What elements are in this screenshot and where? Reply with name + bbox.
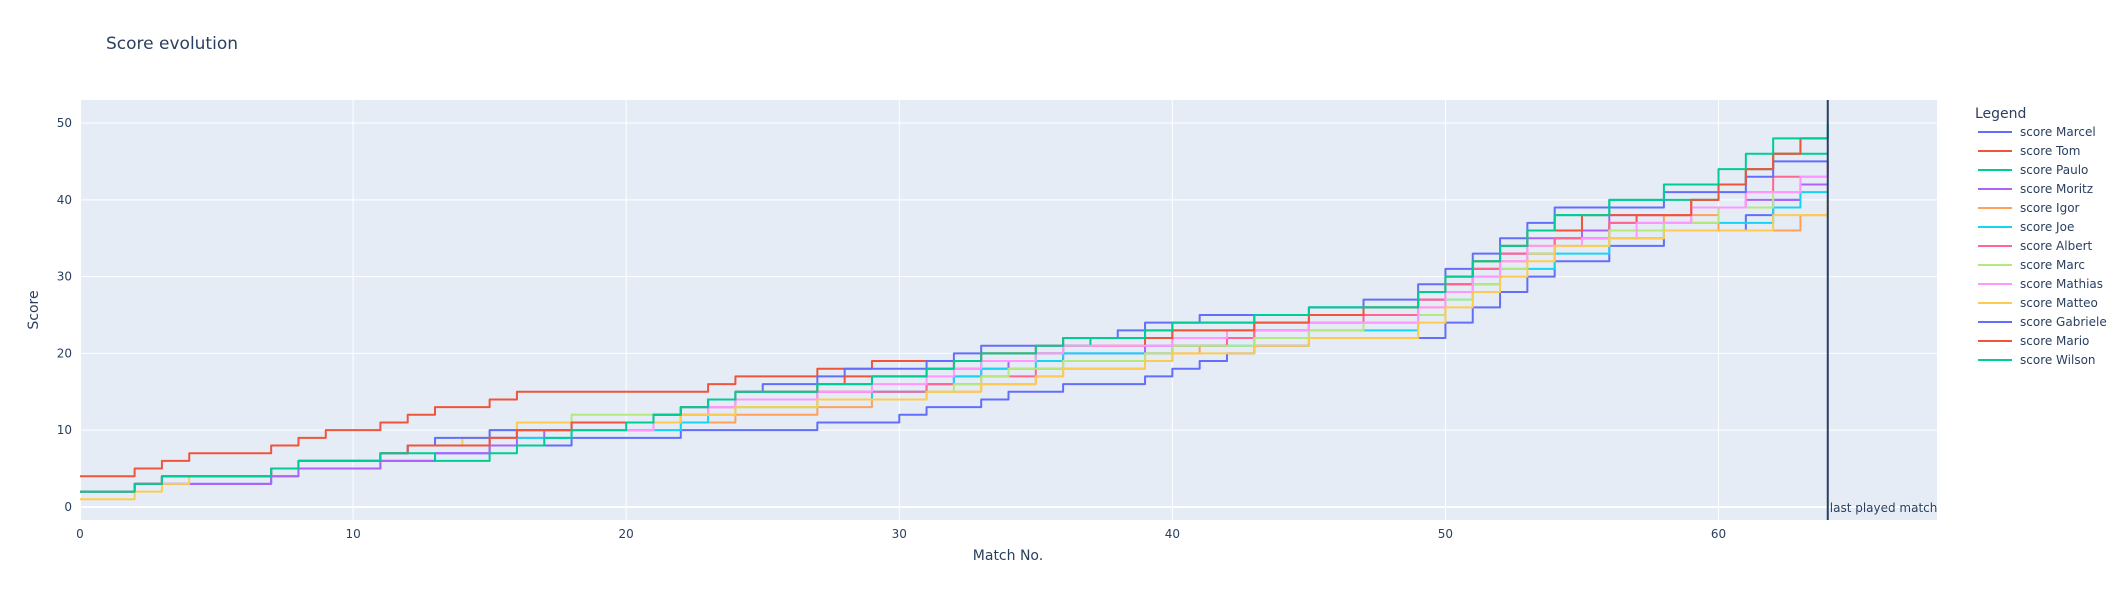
legend-item: score Joe [1978, 220, 2074, 234]
legend-label: score Mario [2020, 334, 2089, 348]
legend-item: score Igor [1978, 201, 2080, 215]
legend-item: score Paulo [1978, 163, 2088, 177]
legend-label: score Matteo [2020, 296, 2098, 310]
legend-item: score Marc [1978, 258, 2085, 272]
legend-label: score Joe [2020, 220, 2074, 234]
x-tick-label: 10 [345, 527, 360, 541]
legend-label: score Gabriele [2020, 315, 2107, 329]
y-tick-label: 50 [57, 116, 72, 130]
y-axis-title: Score [26, 290, 42, 329]
legend-label: score Mathias [2020, 277, 2103, 291]
series-lines [80, 123, 1829, 501]
x-tick-label: 40 [1165, 527, 1180, 541]
legend-item: score Mario [1978, 334, 2089, 348]
legend-label: score Tom [2020, 144, 2080, 158]
x-tick-label: 30 [892, 527, 907, 541]
legend-item: score Moritz [1978, 182, 2093, 196]
x-tick-label: 50 [1438, 527, 1453, 541]
legend-item: score Matteo [1978, 296, 2098, 310]
legend-label: score Wilson [2020, 353, 2096, 367]
x-axis-title: Match No. [973, 548, 1043, 564]
y-tick-labels: 0 10 20 30 40 50 [57, 116, 72, 514]
legend-title: Legend [1975, 106, 2026, 122]
last-played-match-label: last played match [1830, 501, 1938, 515]
legend-item: score Marcel [1978, 125, 2096, 139]
y-tick-label: 20 [57, 346, 72, 360]
x-tick-label: 60 [1711, 527, 1726, 541]
series-line [80, 123, 1829, 493]
legend-item: score Wilson [1978, 353, 2096, 367]
legend-label: score Marc [2020, 258, 2085, 272]
legend: Legend score Marcel score Tom score Paulo s… [1975, 106, 2107, 367]
legend-item: score Tom [1978, 144, 2080, 158]
y-tick-label: 40 [57, 193, 72, 207]
chart-title: Score evolution [106, 34, 238, 54]
x-tick-label: 0 [76, 527, 84, 541]
x-tick-labels: 0 10 20 30 40 50 60 [76, 527, 1726, 541]
legend-label: score Igor [2020, 201, 2080, 215]
legend-item: score Gabriele [1978, 315, 2107, 329]
legend-item: score Albert [1978, 239, 2093, 253]
legend-label: score Paulo [2020, 163, 2088, 177]
legend-item: score Mathias [1978, 277, 2103, 291]
y-tick-label: 10 [57, 423, 72, 437]
y-tick-label: 0 [64, 500, 72, 514]
legend-label: score Moritz [2020, 182, 2093, 196]
x-tick-label: 20 [619, 527, 634, 541]
legend-label: score Albert [2020, 239, 2093, 253]
legend-label: score Marcel [2020, 125, 2096, 139]
plot-area [80, 100, 1937, 520]
y-tick-label: 30 [57, 270, 72, 284]
